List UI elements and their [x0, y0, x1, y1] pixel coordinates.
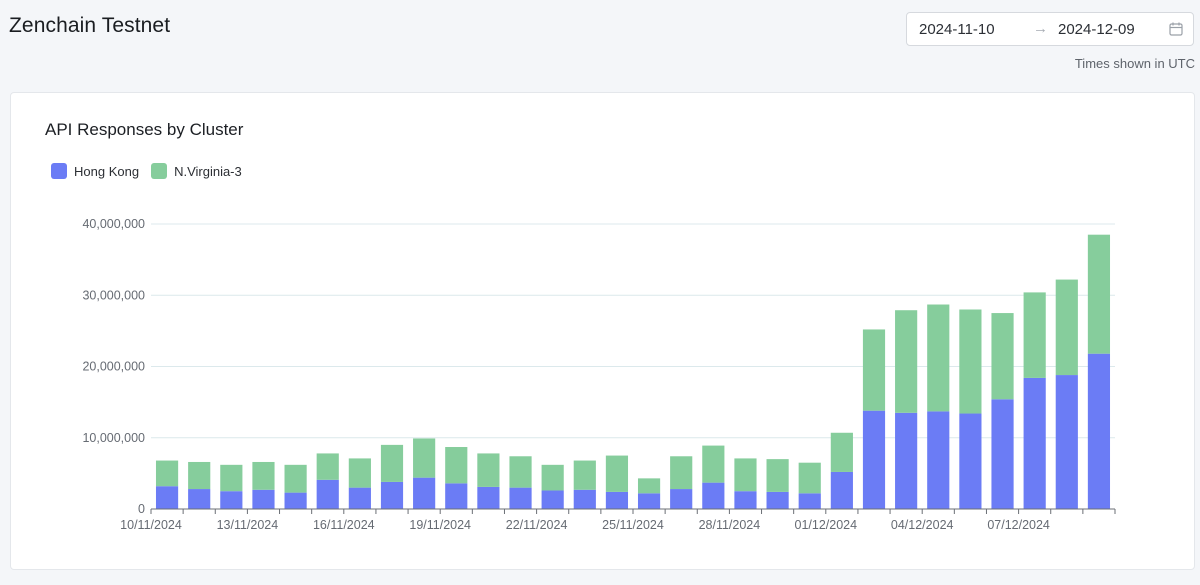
bar-n-virginia-3 — [220, 464, 243, 492]
date-range-picker[interactable]: 2024-11-10 → 2024-12-09 — [906, 12, 1194, 46]
bar-n-virginia-3 — [959, 309, 982, 414]
bar-hong-kong — [509, 487, 532, 509]
bar-hong-kong — [252, 489, 275, 509]
bar-n-virginia-3 — [637, 478, 661, 494]
bar-n-virginia-3 — [541, 464, 564, 491]
bar-hong-kong — [316, 479, 339, 509]
legend-label: N.Virginia-3 — [174, 163, 242, 179]
bar-n-virginia-3 — [766, 459, 789, 492]
legend-item-hong-kong[interactable]: Hong Kong — [51, 163, 139, 179]
chart-card: API Responses by Cluster Hong Kong N.Vir… — [10, 92, 1195, 570]
bar-hong-kong — [605, 491, 629, 509]
bar-n-virginia-3 — [927, 304, 950, 412]
timezone-note: Times shown in UTC — [1074, 56, 1195, 71]
bar-hong-kong — [637, 493, 661, 509]
y-tick-label: 30,000,000 — [82, 288, 145, 302]
bar-n-virginia-3 — [445, 447, 468, 484]
chart-title: API Responses by Cluster — [45, 120, 244, 139]
bar-hong-kong — [670, 489, 693, 509]
bar-hong-kong — [445, 483, 468, 509]
date-start-input[interactable]: 2024-11-10 — [919, 21, 995, 38]
bar-hong-kong — [380, 481, 404, 509]
calendar-icon[interactable] — [1168, 21, 1184, 37]
bar-n-virginia-3 — [284, 464, 307, 493]
legend-label: Hong Kong — [74, 163, 140, 179]
bar-hong-kong — [959, 413, 982, 509]
bar-n-virginia-3 — [348, 458, 371, 488]
bar-hong-kong — [991, 399, 1014, 509]
bar-n-virginia-3 — [188, 461, 211, 490]
bar-n-virginia-3 — [380, 444, 404, 482]
bar-hong-kong — [862, 410, 886, 509]
bar-hong-kong — [798, 493, 821, 509]
bar-n-virginia-3 — [477, 453, 500, 487]
stacked-bar-chart: 0 10,000,000 20,000,000 30,000,000 40,000,00… — [82, 217, 1116, 532]
bar-hong-kong — [188, 489, 211, 509]
x-tick-label: 16/11/2024 — [313, 518, 375, 532]
bar-n-virginia-3 — [1023, 292, 1046, 378]
bar-hong-kong — [541, 490, 564, 509]
bar-hong-kong — [1055, 375, 1078, 509]
bar-n-virginia-3 — [509, 456, 532, 488]
bar-hong-kong — [573, 489, 596, 509]
y-tick-label: 40,000,000 — [82, 217, 145, 231]
bar-hong-kong — [220, 491, 243, 509]
bar-hong-kong — [284, 492, 307, 509]
x-tick-label: 04/12/2024 — [891, 518, 954, 532]
legend-swatch — [151, 163, 168, 179]
date-end-input[interactable]: 2024-12-09 — [1058, 21, 1135, 38]
bar-n-virginia-3 — [252, 461, 275, 490]
bar-n-virginia-3 — [862, 329, 886, 411]
y-tick-label: 0 — [138, 502, 145, 516]
bar-hong-kong — [766, 491, 789, 509]
bar-n-virginia-3 — [573, 460, 596, 490]
x-tick-label: 22/11/2024 — [506, 518, 568, 532]
bar-hong-kong — [830, 471, 853, 509]
bar-hong-kong — [734, 491, 757, 509]
bar-n-virginia-3 — [413, 438, 436, 478]
page-title: Zenchain Testnet — [9, 14, 171, 37]
bar-hong-kong — [413, 477, 436, 509]
x-tick-label: 28/11/2024 — [699, 518, 761, 532]
arrow-right-icon: → — [1033, 20, 1048, 37]
x-tick-label: 07/12/2024 — [987, 518, 1050, 532]
bar-n-virginia-3 — [605, 455, 629, 492]
bar-n-virginia-3 — [316, 453, 339, 480]
bar-hong-kong — [1023, 377, 1046, 509]
bar-n-virginia-3 — [1087, 234, 1111, 354]
bar-hong-kong — [927, 411, 950, 509]
y-tick-label: 10,000,000 — [82, 431, 145, 445]
bar-n-virginia-3 — [830, 432, 853, 472]
x-tick-label: 25/11/2024 — [602, 518, 664, 532]
bar-hong-kong — [348, 487, 371, 509]
bar-n-virginia-3 — [155, 460, 179, 487]
bar-hong-kong — [477, 486, 500, 509]
bar-n-virginia-3 — [670, 456, 693, 490]
bar-n-virginia-3 — [702, 445, 725, 483]
bar-hong-kong — [702, 482, 725, 509]
bar-hong-kong — [155, 486, 179, 509]
x-tick-label: 13/11/2024 — [217, 518, 279, 532]
bar-n-virginia-3 — [895, 310, 918, 413]
legend-swatch — [51, 163, 67, 179]
bar-hong-kong — [895, 412, 918, 509]
bar-hong-kong — [1087, 353, 1111, 509]
bar-n-virginia-3 — [991, 313, 1014, 400]
y-tick-label: 20,000,000 — [82, 360, 145, 374]
bar-n-virginia-3 — [734, 458, 757, 492]
bar-n-virginia-3 — [1055, 279, 1078, 376]
legend-item-n-virginia-3[interactable]: N.Virginia-3 — [151, 163, 242, 179]
bar-n-virginia-3 — [798, 462, 821, 494]
x-tick-label: 01/12/2024 — [795, 518, 858, 532]
x-tick-label: 19/11/2024 — [409, 518, 471, 532]
x-tick-label: 10/11/2024 — [120, 518, 182, 532]
chart-legend: Hong Kong N.Virginia-3 — [51, 163, 242, 179]
